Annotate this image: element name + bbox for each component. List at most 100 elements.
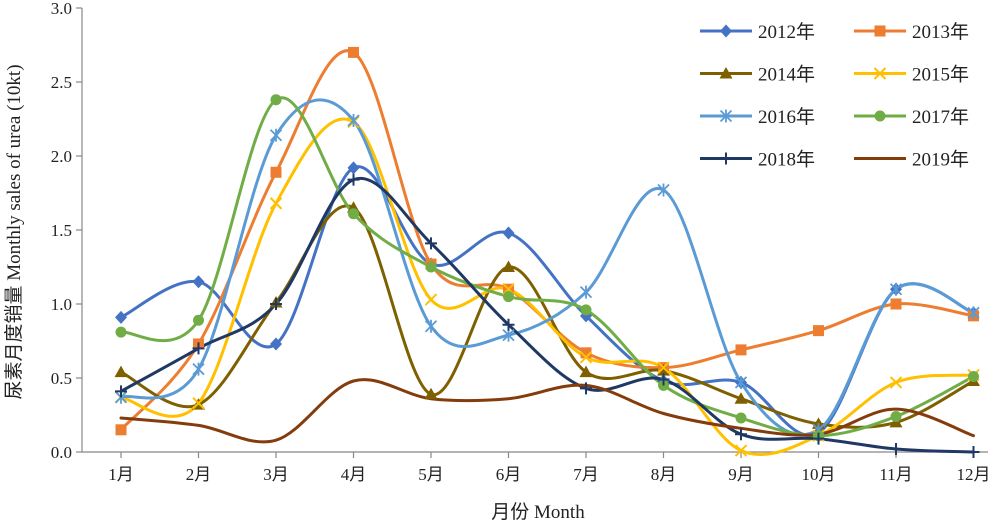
series-lines — [119, 49, 975, 456]
legend-label: 2017年 — [912, 106, 969, 128]
data-point — [734, 444, 748, 457]
legend-marker — [719, 109, 733, 123]
x-tick-label: 7月 — [573, 465, 599, 484]
y-ticks: 0.0 0.5 1.0 1.5 2.0 2.5 3.0 — [51, 0, 82, 462]
x-tick-label: 6月 — [496, 465, 522, 484]
data-point — [425, 237, 437, 250]
legend-item: 2017年 — [854, 106, 969, 128]
data-point — [580, 382, 592, 395]
series-line-3 — [119, 117, 975, 456]
data-point — [192, 275, 205, 289]
data-point — [735, 344, 747, 356]
data-point — [270, 94, 282, 106]
data-point — [657, 361, 670, 374]
legend-label: 2019年 — [912, 149, 969, 171]
legend-item: 2016年 — [700, 106, 815, 128]
data-point — [579, 351, 593, 364]
legend-marker — [719, 67, 733, 79]
data-point — [425, 261, 437, 273]
series-markers — [114, 46, 980, 458]
series-line-6 — [119, 176, 975, 454]
data-point — [968, 371, 979, 383]
data-point — [270, 298, 282, 310]
y-tick-label: 2.5 — [51, 73, 72, 92]
legend: 2012年 2013年 2014年 2015年 2016年 2017年 2018年 2019年 — [700, 21, 969, 171]
legend-label: 2012年 — [758, 21, 815, 43]
data-point — [579, 285, 593, 299]
x-tick-label: 4月 — [341, 465, 367, 484]
x-tick-label: 8月 — [651, 465, 677, 484]
data-point — [889, 376, 903, 389]
data-point — [579, 365, 593, 378]
data-point — [347, 161, 360, 175]
data-point — [115, 310, 127, 324]
x-tick-label: 10月 — [802, 465, 836, 484]
legend-label: 2015年 — [912, 64, 969, 86]
legend-marker — [874, 25, 886, 37]
data-point — [424, 387, 438, 400]
x-tick-label: 11月 — [879, 465, 912, 484]
y-tick-label: 0.0 — [51, 443, 72, 462]
y-tick-label: 3.0 — [51, 0, 72, 18]
data-point — [735, 428, 747, 441]
data-point — [347, 173, 360, 186]
legend-marker — [720, 24, 732, 38]
x-tick-label: 1月 — [108, 465, 134, 484]
x-tick-label: 12月 — [957, 465, 991, 484]
data-point — [502, 328, 515, 342]
x-tick-label: 2月 — [186, 465, 212, 484]
data-point — [347, 113, 360, 127]
legend-item: 2013年 — [854, 21, 969, 43]
data-point — [269, 128, 283, 142]
y-axis-title: 尿素月度销量 Monthly sales of urea (10kt) — [3, 64, 25, 399]
data-point — [890, 443, 902, 456]
legend-marker — [873, 67, 887, 80]
data-point — [735, 412, 747, 424]
data-point — [657, 373, 670, 386]
y-tick-label: 1.5 — [51, 221, 72, 240]
data-point — [348, 46, 359, 58]
data-point — [502, 318, 515, 331]
y-tick-label: 0.5 — [51, 369, 72, 388]
data-point — [889, 282, 903, 296]
y-tick-label: 1.0 — [51, 295, 72, 314]
data-point — [115, 424, 127, 436]
legend-label: 2014年 — [758, 64, 815, 86]
legend-label: 2016年 — [758, 106, 815, 128]
legend-marker — [874, 110, 886, 122]
x-tick-label: 5月 — [418, 465, 444, 484]
legend-item: 2015年 — [854, 64, 969, 86]
data-point — [114, 365, 128, 378]
data-point — [502, 260, 515, 272]
data-point — [424, 319, 438, 333]
series-line-1 — [119, 49, 975, 432]
data-point — [503, 291, 514, 303]
axes — [81, 8, 988, 453]
data-point — [890, 298, 902, 310]
legend-label: 2013年 — [912, 21, 969, 43]
data-point — [734, 392, 748, 404]
data-point — [270, 166, 282, 178]
data-point — [657, 183, 670, 197]
series-line-4 — [119, 98, 975, 437]
y-tick-label: 2.0 — [51, 147, 72, 166]
series-line-2 — [119, 204, 975, 429]
data-point — [890, 410, 902, 422]
legend-label: 2018年 — [758, 149, 815, 171]
x-tick-label: 9月 — [728, 465, 754, 484]
legend-marker — [720, 152, 732, 165]
data-point — [192, 362, 205, 376]
data-point — [967, 446, 980, 458]
data-point — [967, 306, 980, 320]
legend-item: 2019年 — [854, 149, 969, 171]
series-line-7 — [119, 378, 975, 444]
data-point — [270, 337, 282, 351]
data-point — [813, 325, 824, 337]
data-point — [657, 364, 670, 376]
legend-item: 2018年 — [700, 149, 815, 171]
data-point — [734, 375, 748, 389]
data-point — [580, 347, 592, 359]
data-point — [115, 326, 127, 338]
data-point — [192, 396, 205, 410]
